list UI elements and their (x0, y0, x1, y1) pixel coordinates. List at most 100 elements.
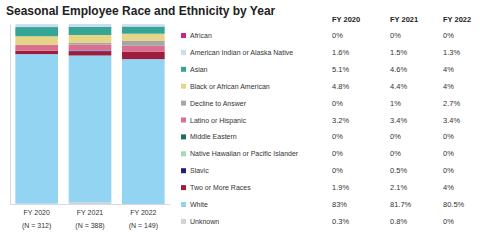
x-axis: FY 2020 FY 2021 FY 2022 (11, 204, 171, 216)
bar-segment (69, 56, 112, 203)
legend-label: Latino or Hispanic (190, 117, 247, 125)
table-value: 0% (443, 217, 454, 226)
bar-segment (122, 46, 165, 52)
category-note: (N = 388) (75, 222, 104, 230)
table-value: 3.4% (443, 116, 460, 125)
bar-segment (122, 24, 165, 25)
legend-swatch (181, 33, 186, 38)
table-value: 81.7% (390, 200, 412, 209)
bar-segment (122, 41, 165, 46)
table-value: 0.8% (390, 217, 407, 226)
legend-label: American Indian or Alaska Native (190, 49, 293, 56)
category-note: (N = 312) (22, 222, 51, 230)
table-value: 4% (443, 183, 454, 192)
table-value: 4.6% (390, 65, 407, 74)
legend-label: Black or African American (190, 83, 270, 90)
bar-segment (122, 34, 165, 41)
table-value: 1.6% (332, 48, 349, 57)
bar-segment (122, 59, 165, 204)
bar-segment (69, 52, 112, 56)
table-value: 1.3% (443, 48, 460, 57)
x-tick: FY 2022 (130, 204, 156, 216)
legend-label: Two or More Races (190, 184, 251, 191)
bar-segment (122, 52, 165, 59)
legend-label: Slavic (190, 167, 209, 174)
bar-segment (69, 35, 112, 43)
table-value: 0% (332, 132, 343, 141)
table-value: 0% (332, 99, 343, 108)
bar-segment (15, 51, 58, 54)
table-value: 4.4% (390, 82, 407, 91)
table-value: 0% (332, 149, 343, 158)
table-value: 0% (443, 132, 454, 141)
legend-swatch (181, 101, 186, 106)
y-axis-line (10, 25, 11, 205)
bar-segment (15, 54, 58, 203)
legend-swatch (181, 118, 186, 123)
legend-swatch (181, 84, 186, 89)
legend-label: Middle Eastern (190, 133, 237, 140)
table-value: 0.3% (332, 217, 349, 226)
legend-swatch (181, 202, 186, 207)
legend-swatch (181, 185, 186, 190)
legend-swatch (181, 168, 186, 173)
legend-label: African (190, 32, 212, 39)
legend-label: Decline to Answer (190, 100, 247, 107)
table-value: 3.2% (332, 116, 349, 125)
bar-segment (69, 24, 112, 25)
bar-segment (122, 24, 165, 26)
bar-segment (69, 45, 112, 51)
bar-segment (15, 24, 58, 27)
bar-segment (15, 24, 58, 25)
table-value: 1.5% (390, 48, 407, 57)
table-value: 0% (443, 166, 454, 175)
bar-segment (69, 24, 112, 27)
table-value: 0% (443, 149, 454, 158)
table-value: 2.7% (443, 99, 460, 108)
bar-segment (69, 43, 112, 45)
table-value: 0% (443, 31, 454, 40)
category-note: (N = 149) (129, 222, 158, 230)
table-header: FY 2022 (443, 15, 471, 24)
legend-swatch (181, 50, 186, 55)
bar-segment (69, 203, 112, 204)
legend-label: Native Hawaiian or Pacific Islander (190, 150, 299, 157)
legend: FY 2020 FY 2021 FY 2022 African 0% 0% 0% Americ… (181, 15, 471, 226)
legend-label: Unknown (190, 218, 219, 225)
x-axis-line (11, 204, 171, 205)
bar-segment (122, 27, 165, 34)
table-header: FY 2021 (390, 15, 418, 24)
table-value: 5.1% (332, 65, 349, 74)
table-value: 0% (390, 132, 401, 141)
table-value: 1% (390, 99, 401, 108)
legend-swatch (181, 67, 186, 72)
legend-swatch (181, 134, 186, 139)
x-tick-label: FY 2022 (130, 209, 156, 216)
legend-swatch (181, 151, 186, 156)
bar-segment (15, 36, 58, 45)
title: Seasonal Employee Race and Ethnicity by … (6, 4, 276, 18)
x-tick: FY 2021 (77, 204, 103, 216)
table-header: FY 2020 (332, 15, 360, 24)
table-value: 0.5% (390, 166, 407, 175)
bar-segment (15, 27, 58, 36)
table-value: 4.8% (332, 82, 349, 91)
table-value: 83% (332, 200, 347, 209)
x-tick: FY 2020 (23, 204, 49, 216)
table-value: 0% (332, 31, 343, 40)
x-tick-label: FY 2021 (77, 209, 103, 216)
bars (15, 24, 164, 204)
table-value: 0% (332, 166, 343, 175)
legend-label: Asian (190, 66, 208, 73)
legend-label: White (190, 201, 208, 208)
table-value: 0% (390, 149, 401, 158)
legend-swatch (181, 219, 186, 224)
bar-segment (15, 45, 58, 51)
table-value: 4% (443, 65, 454, 74)
table-value: 3.4% (390, 116, 407, 125)
bar-segment (69, 27, 112, 35)
table-value: 4% (443, 82, 454, 91)
table-value: 1.9% (332, 183, 349, 192)
x-tick-label: FY 2020 (23, 209, 49, 216)
table-value: 0% (390, 31, 401, 40)
